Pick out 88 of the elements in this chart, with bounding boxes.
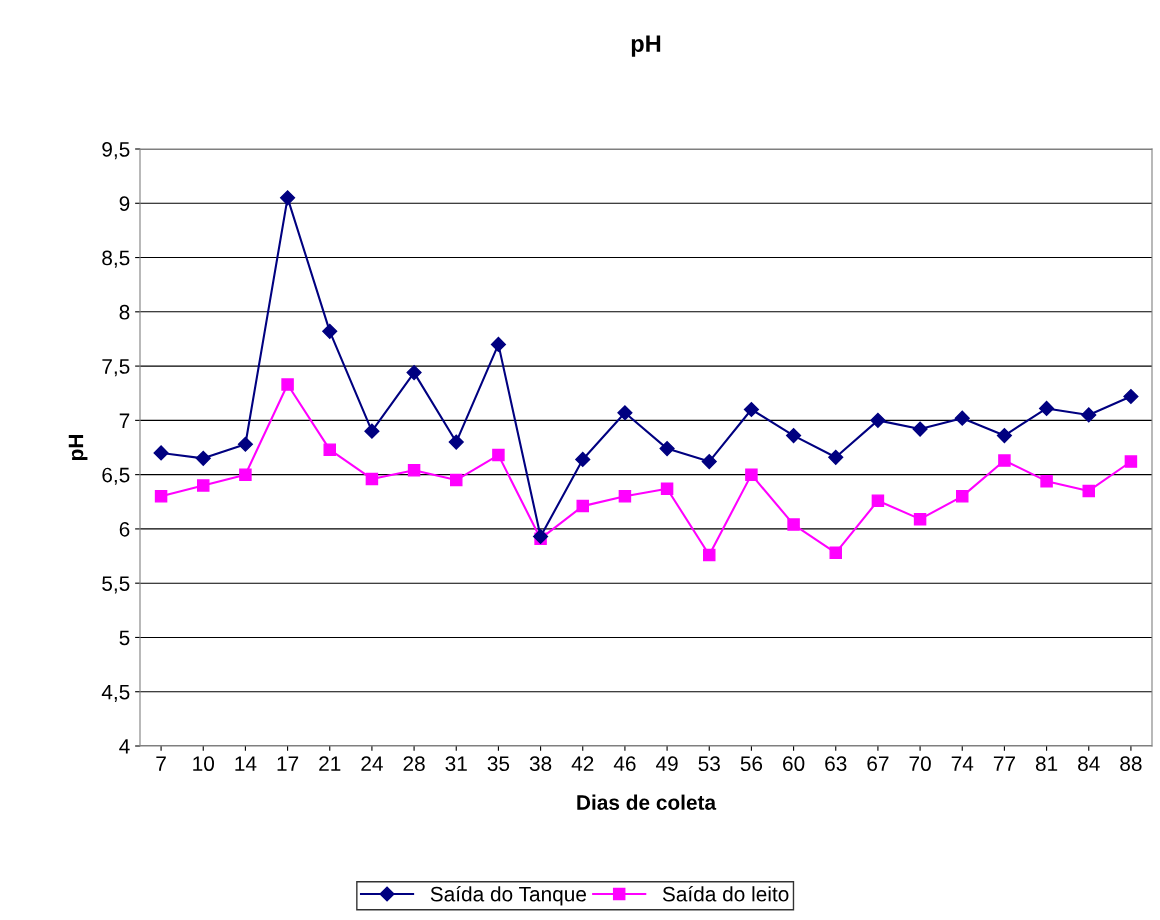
point	[660, 482, 674, 495]
point	[1123, 388, 1139, 405]
x-tick-label: 63	[825, 756, 847, 772]
x-tick-label: 88	[1120, 756, 1142, 772]
point	[365, 472, 379, 486]
point	[154, 490, 168, 503]
x-tick-label: 17	[277, 756, 299, 771]
point	[996, 427, 1012, 444]
chart-title: pH	[631, 35, 661, 57]
y-tick-label: 4,5	[101, 684, 130, 702]
point	[828, 449, 844, 465]
x-axis-title: Dias de coleta	[577, 794, 717, 810]
x-tick-label: 77	[993, 756, 1015, 771]
y-axis-title: pH	[68, 435, 88, 461]
point	[913, 512, 927, 526]
point	[659, 441, 675, 457]
point	[1124, 455, 1138, 468]
x-tick-label: 7	[156, 756, 166, 771]
point	[617, 405, 633, 421]
x-tick-label: 67	[867, 756, 889, 772]
point	[787, 518, 800, 531]
y-tick-label: 9,5	[102, 142, 130, 160]
point	[743, 401, 759, 418]
x-tick-label: 28	[403, 756, 425, 772]
point	[490, 336, 506, 352]
point	[406, 365, 422, 381]
y-tick-label: 7,5	[102, 359, 130, 377]
point	[576, 499, 590, 513]
point	[448, 434, 464, 450]
point	[870, 412, 886, 428]
y-tick-label: 7	[119, 413, 130, 428]
point	[701, 454, 717, 470]
x-tick-label: 49	[655, 756, 678, 772]
point	[1082, 484, 1096, 498]
y-tick-label: 8	[119, 304, 130, 320]
point	[407, 464, 421, 477]
x-tick-label: 31	[445, 756, 467, 772]
point	[912, 421, 928, 437]
point	[1039, 400, 1055, 416]
point	[153, 445, 169, 461]
x-tick-label: 70	[909, 756, 931, 772]
x-tick-label: 10	[193, 756, 215, 772]
point	[195, 450, 211, 466]
x-tick-label: 35	[487, 756, 510, 772]
point	[449, 473, 463, 487]
legend-label: Saída do Tanque	[430, 885, 586, 906]
point	[998, 454, 1011, 467]
y-tick-label: 8,5	[102, 250, 130, 268]
y-tick-label: 5	[119, 630, 130, 646]
point	[237, 436, 253, 452]
x-tick-label: 74	[951, 756, 974, 771]
y-tick-label: 6,5	[102, 467, 130, 485]
point	[618, 490, 632, 503]
point	[829, 546, 843, 560]
point	[322, 323, 338, 339]
y-tick-label: 5,5	[102, 576, 130, 594]
point	[239, 468, 252, 481]
y-tick-label: 4	[119, 739, 130, 754]
point	[745, 468, 758, 481]
point	[492, 448, 505, 462]
x-tick-label: 24	[361, 756, 383, 771]
point	[871, 494, 885, 507]
x-tick-label: 84	[1078, 756, 1100, 772]
point	[323, 443, 337, 456]
point	[1081, 407, 1097, 423]
point	[281, 378, 294, 391]
point	[364, 423, 380, 439]
x-tick-label: 81	[1035, 756, 1058, 772]
x-tick-label: 53	[698, 756, 720, 772]
x-tick-label: 60	[783, 756, 805, 772]
x-tick-label: 42	[571, 756, 594, 771]
point	[702, 548, 716, 562]
point	[575, 451, 591, 468]
point	[196, 479, 210, 492]
point	[1040, 474, 1053, 488]
point	[533, 528, 549, 545]
legend-label: Saída do leito	[662, 885, 789, 902]
point	[786, 427, 802, 444]
x-tick-label: 56	[740, 756, 763, 772]
x-tick-label: 21	[319, 756, 341, 771]
x-tick-label: 14	[235, 756, 257, 771]
point	[955, 490, 969, 503]
point	[280, 190, 296, 206]
y-tick-label: 9	[119, 196, 130, 212]
x-tick-label: 46	[613, 756, 636, 772]
y-tick-label: 6	[119, 521, 130, 537]
x-tick-label: 38	[529, 756, 552, 772]
point	[954, 410, 970, 426]
